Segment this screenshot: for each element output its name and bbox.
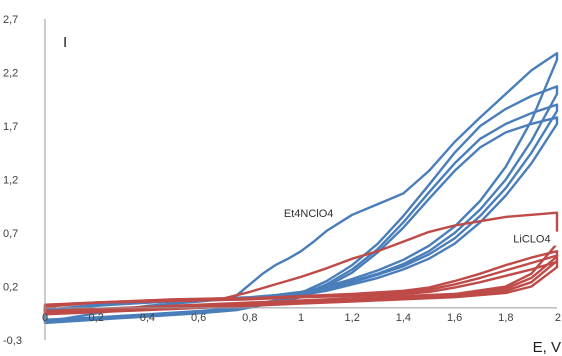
y-tick-label: 1,7	[3, 121, 18, 133]
series-1-cycle-0	[43, 260, 559, 316]
x-tick-label: 1,2	[345, 312, 360, 324]
annotation-licl04-background	[511, 231, 562, 246]
x-tick-label: 0	[42, 312, 48, 324]
y-tick-label: -0,3	[3, 335, 22, 347]
tick-layer: -0,3 0,2 0,7 1,2 1,7 2,2 2,7 0 0,2 0,4 0,6 0,8 1 1,2 1…	[3, 14, 561, 347]
series-0-cycle-3	[43, 52, 559, 323]
y-tick-label: 2,7	[3, 14, 18, 26]
annotation-et4nclo4: Et4NClO4	[284, 208, 334, 220]
x-tick-label: 1,8	[498, 312, 513, 324]
x-axis-label: E, V	[533, 339, 561, 356]
series-layer	[43, 52, 559, 325]
x-tick-label: 1	[298, 312, 304, 324]
x-tick-label: 1,6	[447, 312, 462, 324]
x-tick-label: 1,4	[396, 312, 411, 324]
x-tick-label: 0,4	[140, 312, 155, 324]
x-tick-label: 0,6	[191, 312, 206, 324]
y-tick-label: 0,7	[3, 228, 18, 240]
x-tick-label: 0,2	[89, 312, 104, 324]
y-tick-label: 2,2	[3, 68, 18, 80]
x-tick-label: 0,8	[242, 312, 257, 324]
y-tick-label: 0,2	[3, 282, 18, 294]
y-axis-label: I	[63, 34, 67, 51]
y-tick-label: 1,2	[3, 175, 18, 187]
series-1-cycle-3	[43, 211, 559, 313]
series-0-cycle-2	[43, 85, 559, 321]
annotation-liclo4: LiCLO4	[513, 234, 550, 246]
x-tick-label: 2	[555, 312, 561, 324]
